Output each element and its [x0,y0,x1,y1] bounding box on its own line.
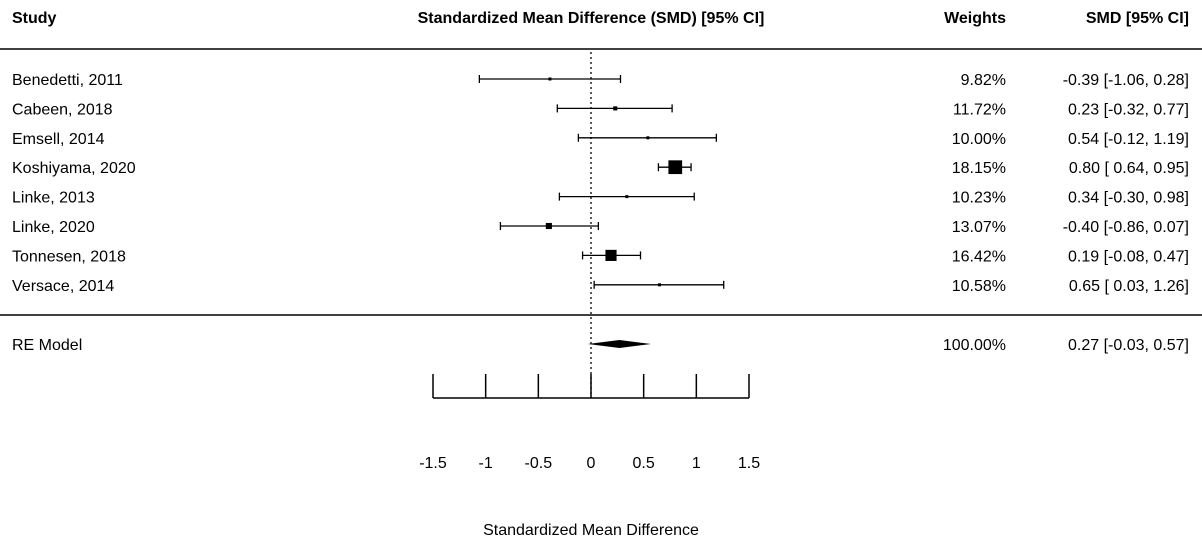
header-study: Study [12,10,57,27]
smd-ci-value: 0.54 [-0.12, 1.19] [1068,131,1189,148]
summary-weight-value: 100.00% [943,337,1006,354]
smd-ci-value: -0.40 [-0.86, 0.07] [1063,219,1189,236]
smd-ci-value: -0.39 [-1.06, 0.28] [1063,72,1189,89]
weight-value: 10.23% [952,190,1006,207]
smd-ci-value: 0.80 [ 0.64, 0.95] [1069,160,1189,177]
study-name: Tonnesen, 2018 [12,248,126,265]
effect-square [548,77,552,81]
smd-ci-value: 0.23 [-0.32, 0.77] [1068,101,1189,118]
effect-square [646,136,650,140]
weight-value: 13.07% [952,219,1006,236]
x-tick-label: -1.5 [419,455,447,472]
summary-name: RE Model [12,337,82,354]
x-tick-label: 0.5 [633,455,655,472]
x-tick-label: 1.5 [738,455,760,472]
study-name: Versace, 2014 [12,278,114,295]
smd-ci-value: 0.19 [-0.08, 0.47] [1068,248,1189,265]
weight-value: 10.58% [952,278,1006,295]
effect-square [668,160,683,175]
weight-value: 18.15% [952,160,1006,177]
summary-row: RE Model 100.00% 0.27 [-0.03, 0.57] [12,337,1189,354]
study-name: Cabeen, 2018 [12,101,113,118]
x-axis-label: Standardized Mean Difference [483,522,699,539]
effect-square [657,283,661,287]
smd-ci-value: 0.34 [-0.30, 0.98] [1068,190,1189,207]
summary-diamond [587,340,652,348]
study-row: Cabeen, 2018 11.72% 0.23 [-0.32, 0.77] [12,101,1189,118]
smd-ci-value: 0.65 [ 0.03, 1.26] [1069,278,1189,295]
effect-square [545,222,552,230]
study-name: Benedetti, 2011 [12,72,123,89]
effect-square [625,195,629,199]
header-weights: Weights [944,10,1006,27]
x-tick-label: 0 [587,455,596,472]
x-tick-label: -0.5 [525,455,553,472]
study-row: Emsell, 2014 10.00% 0.54 [-0.12, 1.19] [12,131,1189,148]
study-name: Linke, 2013 [12,190,95,207]
study-row: Koshiyama, 2020 18.15% 0.80 [ 0.64, 0.95] [12,160,1189,177]
study-row: Linke, 2020 13.07% -0.40 [-0.86, 0.07] [12,219,1189,236]
summary-smd-ci-value: 0.27 [-0.03, 0.57] [1068,337,1189,354]
weight-value: 9.82% [961,72,1006,89]
x-tick-label: 1 [692,455,701,472]
study-name: Emsell, 2014 [12,131,105,148]
header-effect: Standardized Mean Difference (SMD) [95% … [418,10,765,27]
weight-value: 11.72% [953,101,1006,118]
study-name: Koshiyama, 2020 [12,160,136,177]
effect-square [605,249,617,261]
weight-value: 10.00% [952,131,1006,148]
study-row: Linke, 2013 10.23% 0.34 [-0.30, 0.98] [12,190,1189,207]
study-row: Tonnesen, 2018 16.42% 0.19 [-0.08, 0.47] [12,248,1189,265]
weight-value: 16.42% [952,248,1006,265]
x-tick-label: -1 [479,455,493,472]
study-row: Versace, 2014 10.58% 0.65 [ 0.03, 1.26] [12,278,1189,295]
header-smd: SMD [95% CI] [1086,10,1189,27]
study-name: Linke, 2020 [12,219,95,236]
effect-square [613,106,618,111]
study-row: Benedetti, 2011 9.82% -0.39 [-1.06, 0.28] [12,72,1189,89]
